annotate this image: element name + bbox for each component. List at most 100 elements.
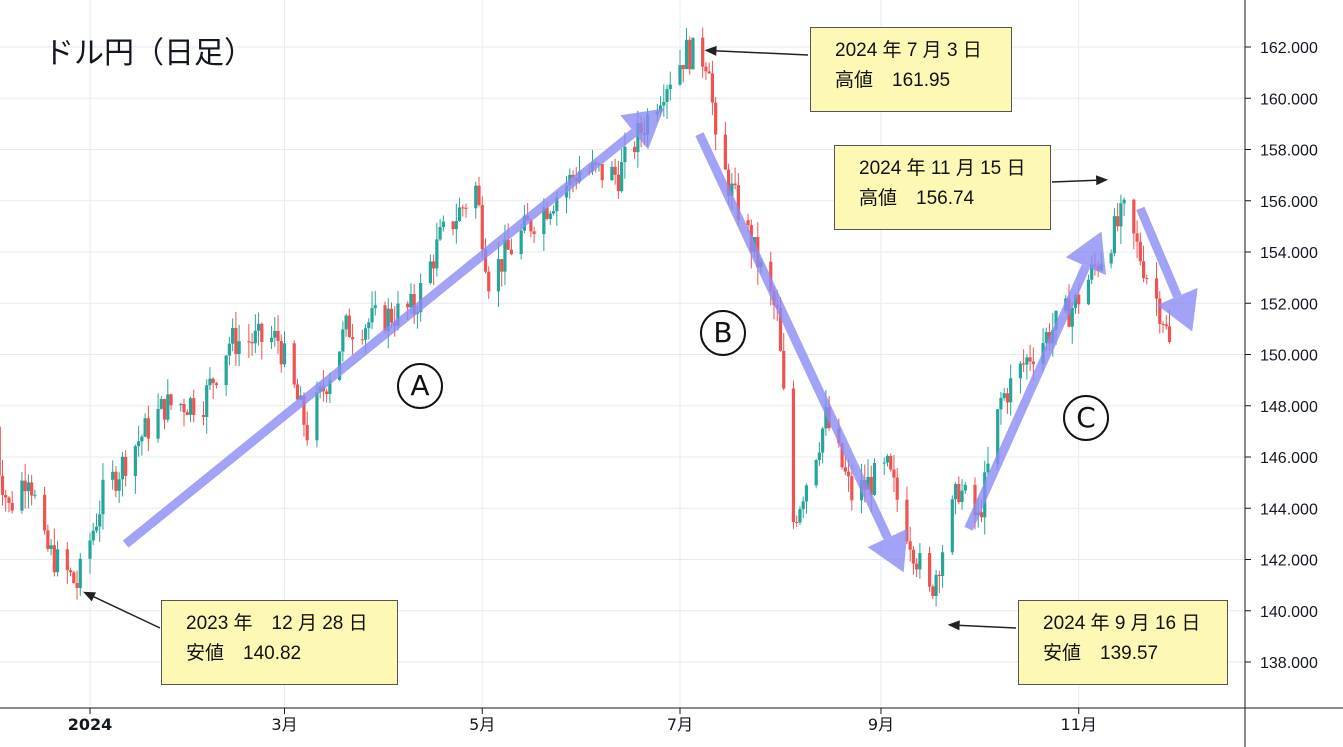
candle — [477, 176, 481, 207]
candle-body — [928, 553, 932, 587]
candle — [231, 318, 235, 352]
candle-body — [46, 530, 50, 549]
candle-body — [250, 342, 254, 344]
candle — [52, 528, 56, 577]
candle — [937, 570, 941, 593]
candle-body — [325, 391, 329, 394]
trend-arrow-b — [695, 132, 908, 573]
candle-body — [166, 394, 170, 420]
x-tick-label: 3月 — [271, 715, 297, 734]
candle — [370, 291, 374, 330]
candle — [1005, 387, 1010, 414]
candle-body — [256, 323, 261, 331]
y-tick-label: 140.000 — [1260, 604, 1318, 621]
candle — [166, 379, 170, 423]
candle — [940, 545, 945, 588]
trend-arrow-c — [964, 231, 1107, 531]
candle-body — [370, 308, 374, 323]
candle-body — [114, 471, 118, 491]
candle-body — [0, 475, 5, 495]
candle-body — [23, 480, 27, 492]
candle — [224, 355, 228, 396]
candle-body — [1002, 393, 1006, 398]
candle-body — [78, 558, 82, 589]
candle-body — [454, 220, 458, 230]
candle-body — [600, 163, 604, 181]
candle — [282, 331, 287, 368]
candle — [428, 254, 432, 285]
candle-body — [496, 259, 501, 292]
candle-body — [412, 293, 416, 314]
candle-body — [934, 574, 938, 596]
candle — [341, 321, 345, 362]
candle-body — [918, 553, 922, 570]
candle — [934, 569, 938, 607]
candle-body — [714, 102, 718, 135]
y-tick-label: 150.000 — [1260, 348, 1318, 365]
candle-body — [973, 484, 977, 516]
candle-body — [1022, 363, 1026, 365]
candle — [928, 546, 932, 592]
candle-body — [791, 388, 796, 523]
annotation-low-2024-09-16: 2024 年 9 月 16 日 安値 139.57 — [1018, 600, 1228, 685]
candle — [509, 238, 514, 256]
arrow-shaft — [964, 264, 1091, 531]
candle — [600, 163, 604, 189]
candle-body — [282, 343, 287, 365]
candle-body — [1116, 216, 1120, 227]
candle-body — [1109, 253, 1113, 264]
candle-body — [908, 541, 912, 550]
candle — [49, 538, 53, 556]
candle-body — [636, 123, 640, 153]
candle — [1164, 315, 1168, 330]
candle-body — [846, 471, 851, 477]
candle — [260, 322, 264, 360]
candle — [548, 210, 552, 225]
candle-body — [477, 185, 481, 205]
candle — [237, 324, 241, 367]
candle — [146, 405, 150, 452]
candle-body — [88, 540, 92, 559]
candle-body — [843, 467, 847, 472]
candle — [208, 367, 212, 391]
trend-label-a: A — [397, 363, 443, 409]
candle-body — [386, 308, 390, 331]
candle-body — [457, 207, 462, 221]
candle-body — [185, 412, 189, 415]
candle — [162, 398, 167, 430]
candle — [665, 84, 669, 119]
candle-body — [869, 476, 873, 495]
candle-body — [480, 204, 484, 250]
y-tick-label: 152.000 — [1260, 296, 1318, 313]
candle — [950, 495, 954, 555]
candle — [279, 334, 283, 373]
arrow-shaft — [695, 132, 892, 540]
candle-body — [7, 497, 11, 504]
candle-body — [519, 230, 523, 255]
candle-body — [1073, 294, 1078, 308]
candle — [999, 391, 1003, 425]
candle-body — [658, 105, 663, 112]
candle — [7, 496, 11, 512]
candle — [91, 522, 95, 546]
candle-body — [260, 323, 264, 342]
candle — [269, 325, 274, 349]
candle — [185, 409, 189, 415]
candle-body — [253, 330, 257, 344]
candle-body — [162, 399, 167, 420]
candle — [72, 570, 76, 584]
candle-body — [328, 379, 332, 394]
candle — [668, 71, 672, 101]
annotation-date: 2024 年 9 月 16 日 — [1043, 613, 1201, 634]
candle-body — [117, 479, 121, 491]
candle-body — [49, 545, 53, 549]
candle — [1116, 203, 1120, 232]
candle-body — [701, 37, 705, 67]
y-tick-label: 146.000 — [1260, 450, 1318, 467]
candle — [1122, 197, 1126, 217]
candle — [960, 479, 964, 510]
candle-body — [723, 134, 727, 170]
candle-body — [1077, 294, 1081, 305]
candle-body — [866, 476, 870, 490]
candle-body — [817, 452, 821, 461]
